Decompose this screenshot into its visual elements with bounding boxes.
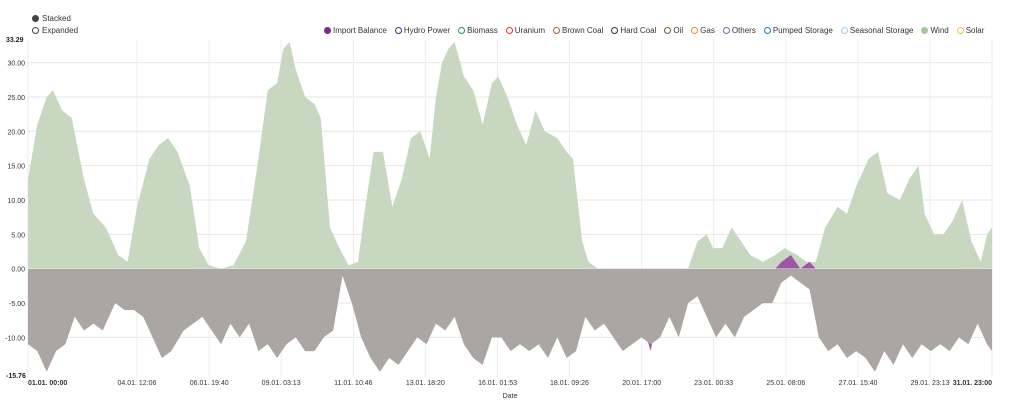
legend-item-pumped-storage[interactable]: Pumped Storage <box>763 26 833 35</box>
legend-swatch-icon <box>763 27 771 34</box>
x-tick-label: 11.01. 10:46 <box>334 380 373 387</box>
legend-label: Gas <box>700 26 715 35</box>
x-tick-label: 29.01. 23:13 <box>911 380 950 387</box>
legend-item-others[interactable]: Others <box>722 26 756 35</box>
legend-label: Uranium <box>514 26 545 35</box>
legend-label: Biomass <box>467 26 498 35</box>
expanded-mode-radio[interactable]: Expanded <box>32 26 78 35</box>
stacked-mode-label: Stacked <box>42 14 71 23</box>
legend-label: Import Balance <box>333 26 387 35</box>
legend-label: Seasonal Storage <box>849 26 914 35</box>
legend-swatch-icon <box>722 27 730 34</box>
y-tick-label: 0.00 <box>11 267 25 274</box>
legend-swatch-icon <box>956 27 964 34</box>
x-tick-label: 13.01. 18:20 <box>406 380 445 387</box>
y-tick-label: -10.00 <box>5 335 25 342</box>
stacked-mode-radio[interactable]: Stacked <box>32 14 71 23</box>
legend-item-oil[interactable]: Oil <box>664 26 683 35</box>
legend-label: Wind <box>930 26 949 35</box>
x-axis-title: Date <box>503 393 518 400</box>
legend-label: Oil <box>673 26 684 35</box>
legend-item-solar[interactable]: Solar <box>956 26 985 35</box>
x-tick-label: 06.01. 19:40 <box>190 380 229 387</box>
legend-swatch-icon <box>458 27 466 34</box>
legend-item-brown-coal[interactable]: Brown Coal <box>552 26 604 35</box>
legend-swatch-icon <box>691 27 699 34</box>
y-max-label: 33.29 <box>6 37 24 44</box>
y-tick-label: 30.00 <box>7 61 25 68</box>
x-tick-label: 23.01. 00:33 <box>694 380 733 387</box>
legend: Import Balance Hydro Power Biomass Uranium B… <box>324 26 992 35</box>
area-export <box>28 268 992 372</box>
legend-swatch-icon <box>505 27 513 34</box>
x-tick-label: 27.01. 15:40 <box>839 380 878 387</box>
legend-label: Solar <box>965 26 985 35</box>
legend-swatch-icon <box>840 27 848 34</box>
x-tick-label: 01.01. 00:00 <box>28 380 67 387</box>
x-tick-label: 25.01. 08:06 <box>766 380 805 387</box>
legend-item-gas[interactable]: Gas <box>691 26 715 35</box>
area-wind <box>28 41 992 269</box>
y-tick-label: 25.00 <box>7 95 25 102</box>
legend-item-biomass[interactable]: Biomass <box>458 26 498 35</box>
expanded-mode-label: Expanded <box>42 26 79 35</box>
legend-swatch-icon <box>324 27 331 34</box>
legend-label: Hydro Power <box>403 26 451 35</box>
y-min-label: -15.76 <box>6 373 26 380</box>
legend-item-seasonal-storage[interactable]: Seasonal Storage <box>840 26 914 35</box>
legend-item-uranium[interactable]: Uranium <box>505 26 545 35</box>
y-tick-label: -5.00 <box>9 301 25 308</box>
x-tick-label: 16.01. 01:53 <box>478 380 517 387</box>
radio-filled-icon <box>32 15 39 22</box>
legend-label: Brown Coal <box>561 26 604 35</box>
x-tick-label: 04.01. 12:06 <box>118 380 157 387</box>
y-tick-label: 15.00 <box>7 164 25 171</box>
legend-label: Pumped Storage <box>772 26 833 35</box>
x-tick-label: 18.01. 09:26 <box>550 380 589 387</box>
legend-swatch-icon <box>664 27 672 34</box>
legend-item-hydro-power[interactable]: Hydro Power <box>394 26 451 35</box>
legend-label: Hard Coal <box>620 26 657 35</box>
legend-item-import-balance[interactable]: Import Balance <box>324 26 387 35</box>
y-tick-label: 5.00 <box>11 232 25 239</box>
x-tick-label: 09.01. 03:13 <box>262 380 301 387</box>
radio-empty-icon <box>32 27 39 34</box>
legend-swatch-icon <box>394 27 402 34</box>
legend-item-wind[interactable]: Wind <box>921 26 949 35</box>
legend-swatch-icon <box>611 27 619 34</box>
x-tick-label: 31.01. 23:00 <box>953 380 992 387</box>
legend-item-hard-coal[interactable]: Hard Coal <box>611 26 656 35</box>
legend-swatch-icon <box>921 27 929 34</box>
legend-label: Others <box>731 26 756 35</box>
y-tick-label: 10.00 <box>7 198 25 205</box>
x-tick-label: 20.01. 17:00 <box>622 380 661 387</box>
legend-swatch-icon <box>552 27 560 34</box>
y-tick-label: 20.00 <box>7 129 25 136</box>
